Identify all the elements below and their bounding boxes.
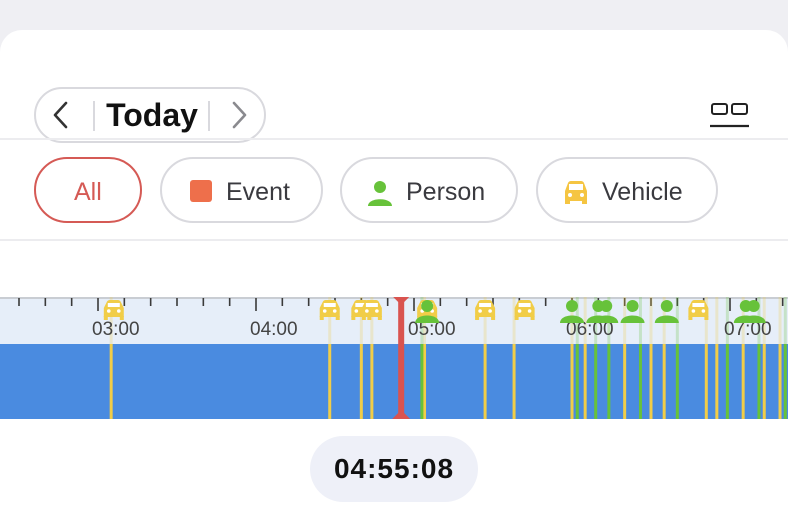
filter-person-chip[interactable]: Person [340, 157, 518, 223]
filter-all-label: All [74, 178, 102, 206]
car-icon [514, 300, 535, 320]
person-icon [741, 300, 766, 323]
person-icon [620, 300, 645, 323]
current-time-badge: 04:55:08 [310, 436, 478, 502]
timeline-track[interactable]: 03:00 04:00 05:00 06:00 07:00 [0, 297, 788, 419]
hour-label: 07:00 [724, 319, 772, 340]
cursor-bottom-handle [392, 410, 411, 419]
event-square-icon [190, 180, 212, 202]
car-icon [361, 300, 382, 320]
chevron-right-icon [232, 101, 247, 129]
date-navigator: Today [34, 87, 266, 143]
chevron-left-icon [53, 101, 68, 129]
hour-label: 05:00 [408, 319, 456, 340]
person-icon [594, 300, 619, 323]
hour-label: 06:00 [566, 319, 614, 340]
filter-event-chip[interactable]: Event [160, 157, 323, 223]
cursor-top-handle [393, 297, 410, 305]
current-time-cursor [398, 297, 405, 419]
person-icon [415, 300, 440, 323]
filter-all-chip[interactable]: All [34, 157, 142, 223]
car-icon [688, 300, 709, 320]
date-label[interactable]: Today [106, 97, 198, 133]
timeline-panel: Today [0, 30, 788, 511]
hour-label: 04:00 [250, 319, 298, 340]
divider [93, 101, 95, 131]
divider [0, 138, 788, 140]
filter-person-label: Person [406, 178, 486, 206]
previous-day-button[interactable] [46, 100, 76, 130]
layout-toggle-button[interactable] [704, 98, 754, 134]
person-icon [368, 181, 392, 206]
person-icon [654, 300, 679, 323]
split-view-icon [710, 103, 749, 128]
car-icon [565, 181, 587, 204]
car-icon [103, 300, 124, 320]
filter-vehicle-chip[interactable]: Vehicle [536, 157, 718, 223]
filter-vehicle-label: Vehicle [602, 178, 683, 206]
divider [208, 101, 210, 131]
person-icon [560, 300, 584, 323]
filter-event-label: Event [226, 178, 290, 206]
divider [0, 239, 788, 241]
car-icon [319, 300, 340, 320]
hour-label: 03:00 [92, 319, 140, 340]
car-icon [475, 300, 496, 320]
next-day-button[interactable] [224, 100, 254, 130]
recording-bar [0, 344, 788, 419]
